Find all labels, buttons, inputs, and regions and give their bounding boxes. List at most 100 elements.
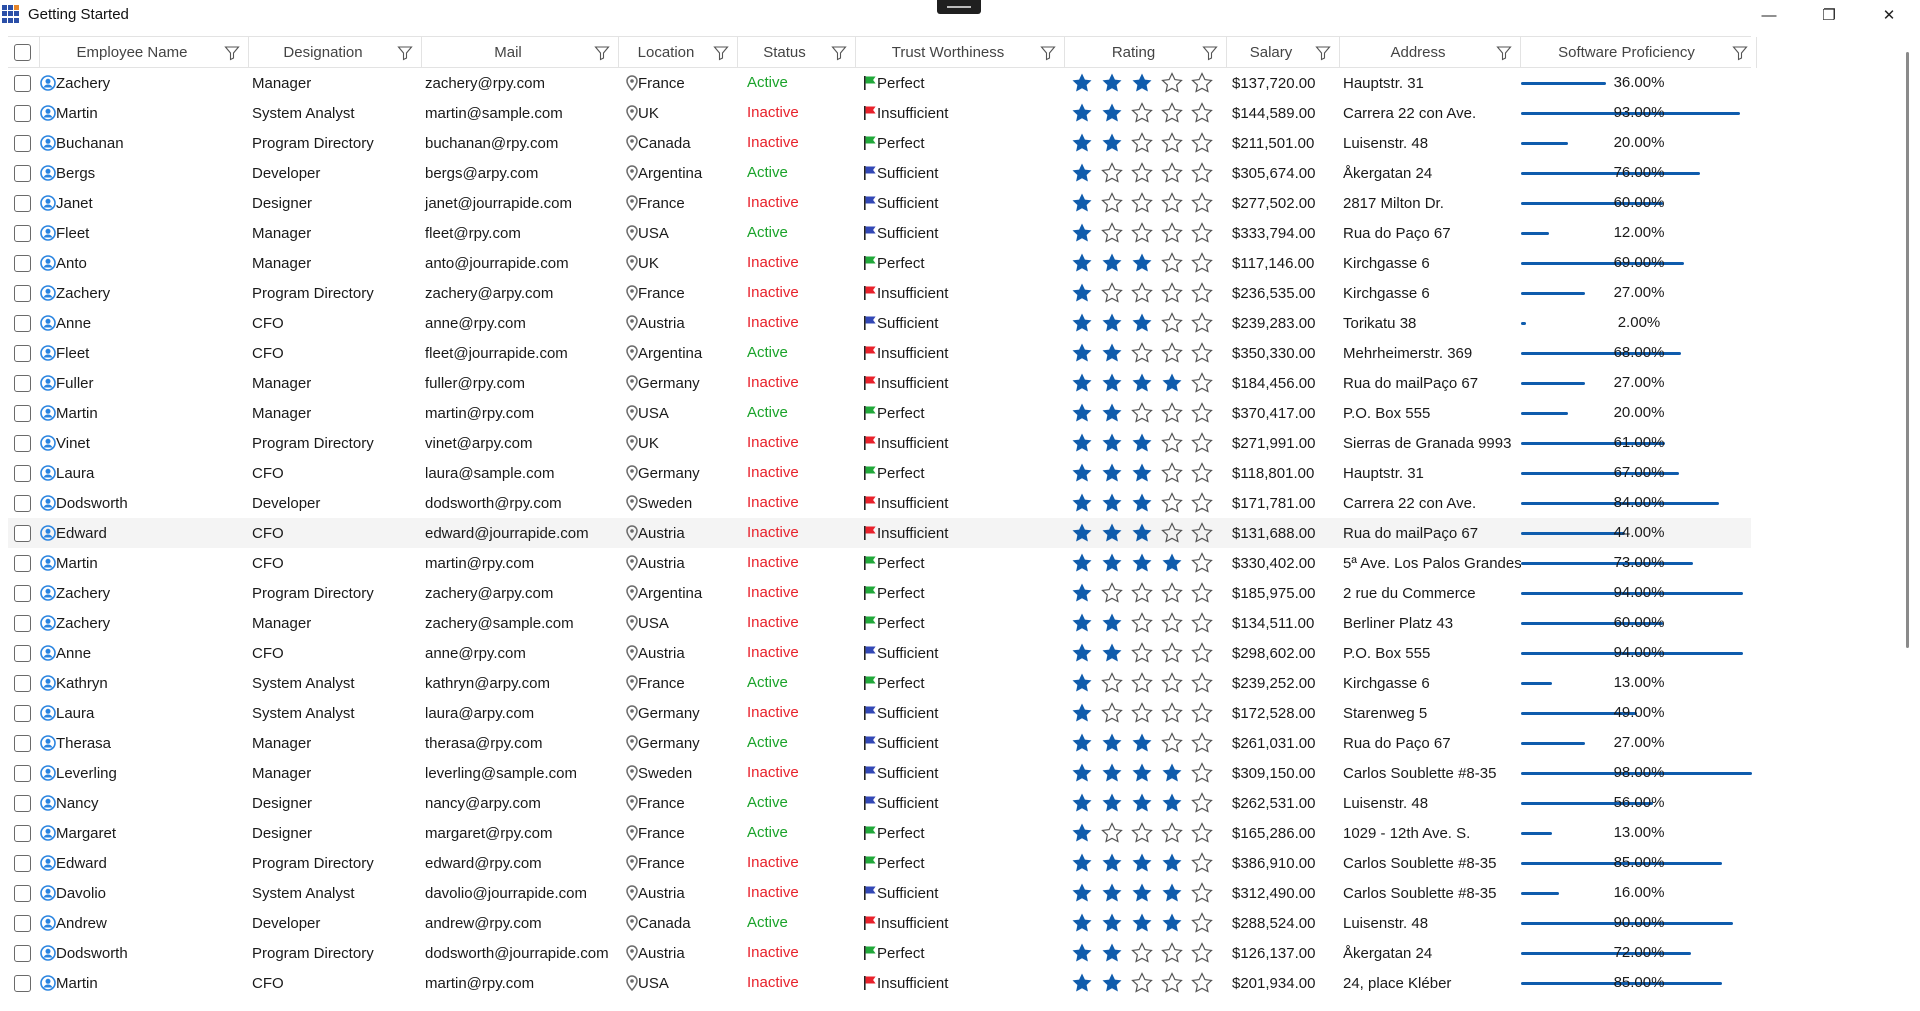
rating-cell[interactable]	[1065, 878, 1227, 908]
rating-stars[interactable]	[1071, 252, 1213, 274]
table-row[interactable]: Andrew Developer andrew@rpy.com Canada Activ…	[8, 908, 1751, 938]
table-row[interactable]: Vinet Program Directory vinet@arpy.com UK In…	[8, 428, 1751, 458]
filter-button[interactable]	[1202, 45, 1218, 61]
rating-cell[interactable]	[1065, 488, 1227, 518]
row-select-cell[interactable]	[8, 578, 40, 608]
rating-stars[interactable]	[1071, 882, 1213, 904]
row-checkbox[interactable]	[14, 164, 31, 182]
rating-cell[interactable]	[1065, 908, 1227, 938]
rating-cell[interactable]	[1065, 818, 1227, 848]
rating-cell[interactable]	[1065, 428, 1227, 458]
row-select-cell[interactable]	[8, 638, 40, 668]
table-row[interactable]: Zachery Program Directory zachery@arpy.com…	[8, 278, 1751, 308]
table-row[interactable]: Fleet Manager fleet@rpy.com USA Active Suffic…	[8, 218, 1751, 248]
table-row[interactable]: Buchanan Program Directory buchanan@rpy.co…	[8, 128, 1751, 158]
row-select-cell[interactable]	[8, 98, 40, 128]
row-checkbox[interactable]	[14, 464, 31, 482]
column-header[interactable]: Location	[619, 37, 738, 68]
row-checkbox[interactable]	[14, 194, 31, 212]
row-select-cell[interactable]	[8, 68, 40, 98]
row-select-cell[interactable]	[8, 938, 40, 968]
rating-cell[interactable]	[1065, 128, 1227, 158]
rating-stars[interactable]	[1071, 732, 1213, 754]
row-select-cell[interactable]	[8, 248, 40, 278]
rating-stars[interactable]	[1071, 432, 1213, 454]
rating-stars[interactable]	[1071, 792, 1213, 814]
row-checkbox[interactable]	[14, 644, 31, 662]
rating-stars[interactable]	[1071, 132, 1213, 154]
rating-stars[interactable]	[1071, 762, 1213, 784]
rating-stars[interactable]	[1071, 162, 1213, 184]
rating-cell[interactable]	[1065, 458, 1227, 488]
table-row[interactable]: Martin System Analyst martin@sample.com UK I…	[8, 98, 1751, 128]
rating-stars[interactable]	[1071, 702, 1213, 724]
row-checkbox[interactable]	[14, 74, 31, 92]
row-checkbox[interactable]	[14, 434, 31, 452]
table-row[interactable]: Anto Manager anto@jourrapide.com UK Inactive…	[8, 248, 1751, 278]
rating-cell[interactable]	[1065, 638, 1227, 668]
rating-cell[interactable]	[1065, 98, 1227, 128]
row-checkbox[interactable]	[14, 134, 31, 152]
row-select-cell[interactable]	[8, 188, 40, 218]
rating-cell[interactable]	[1065, 548, 1227, 578]
rating-stars[interactable]	[1071, 552, 1213, 574]
table-row[interactable]: Kathryn System Analyst kathryn@arpy.com Fra…	[8, 668, 1751, 698]
table-row[interactable]: Bergs Developer bergs@arpy.com Argentina Act…	[8, 158, 1751, 188]
row-checkbox[interactable]	[14, 854, 31, 872]
rating-cell[interactable]	[1065, 578, 1227, 608]
rating-stars[interactable]	[1071, 642, 1213, 664]
table-row[interactable]: Margaret Designer margaret@rpy.com France Ac…	[8, 818, 1751, 848]
rating-cell[interactable]	[1065, 518, 1227, 548]
table-row[interactable]: Nancy Designer nancy@arpy.com France Active S…	[8, 788, 1751, 818]
rating-cell[interactable]	[1065, 338, 1227, 368]
row-checkbox[interactable]	[14, 914, 31, 932]
rating-cell[interactable]	[1065, 728, 1227, 758]
table-row[interactable]: Laura System Analyst laura@arpy.com Germany…	[8, 698, 1751, 728]
row-checkbox[interactable]	[14, 944, 31, 962]
column-header[interactable]: Status	[738, 37, 856, 68]
rating-cell[interactable]	[1065, 278, 1227, 308]
close-button[interactable]: ✕	[1882, 7, 1896, 24]
filter-button[interactable]	[1040, 45, 1056, 61]
filter-button[interactable]	[831, 45, 847, 61]
rating-cell[interactable]	[1065, 158, 1227, 188]
row-select-cell[interactable]	[8, 368, 40, 398]
rating-stars[interactable]	[1071, 522, 1213, 544]
row-select-cell[interactable]	[8, 218, 40, 248]
rating-stars[interactable]	[1071, 102, 1213, 124]
rating-cell[interactable]	[1065, 788, 1227, 818]
table-row[interactable]: Fuller Manager fuller@rpy.com Germany Inacti…	[8, 368, 1751, 398]
row-select-cell[interactable]	[8, 698, 40, 728]
table-row[interactable]: Laura CFO laura@sample.com Germany Inactive P…	[8, 458, 1751, 488]
column-header[interactable]: Mail	[422, 37, 619, 68]
row-select-cell[interactable]	[8, 758, 40, 788]
row-checkbox[interactable]	[14, 764, 31, 782]
row-checkbox[interactable]	[14, 824, 31, 842]
filter-button[interactable]	[713, 45, 729, 61]
table-row[interactable]: Dodsworth Program Directory dodsworth@jour…	[8, 938, 1751, 968]
row-select-cell[interactable]	[8, 278, 40, 308]
table-row[interactable]: Edward CFO edward@jourrapide.com Austria Ina…	[8, 518, 1751, 548]
header-select-all[interactable]	[8, 37, 40, 68]
rating-cell[interactable]	[1065, 848, 1227, 878]
rating-stars[interactable]	[1071, 462, 1213, 484]
rating-cell[interactable]	[1065, 368, 1227, 398]
row-select-cell[interactable]	[8, 818, 40, 848]
row-checkbox[interactable]	[14, 254, 31, 272]
row-checkbox[interactable]	[14, 374, 31, 392]
row-select-cell[interactable]	[8, 668, 40, 698]
row-checkbox[interactable]	[14, 554, 31, 572]
row-select-cell[interactable]	[8, 728, 40, 758]
row-select-cell[interactable]	[8, 968, 40, 998]
row-select-cell[interactable]	[8, 458, 40, 488]
row-checkbox[interactable]	[14, 404, 31, 422]
rating-stars[interactable]	[1071, 672, 1213, 694]
rating-stars[interactable]	[1071, 852, 1213, 874]
row-checkbox[interactable]	[14, 794, 31, 812]
filter-button[interactable]	[1315, 45, 1331, 61]
rating-cell[interactable]	[1065, 938, 1227, 968]
row-checkbox[interactable]	[14, 974, 31, 992]
table-row[interactable]: Edward Program Directory edward@rpy.com Fra…	[8, 848, 1751, 878]
table-row[interactable]: Martin Manager martin@rpy.com USA Active Perf…	[8, 398, 1751, 428]
column-header[interactable]: Rating	[1065, 37, 1227, 68]
